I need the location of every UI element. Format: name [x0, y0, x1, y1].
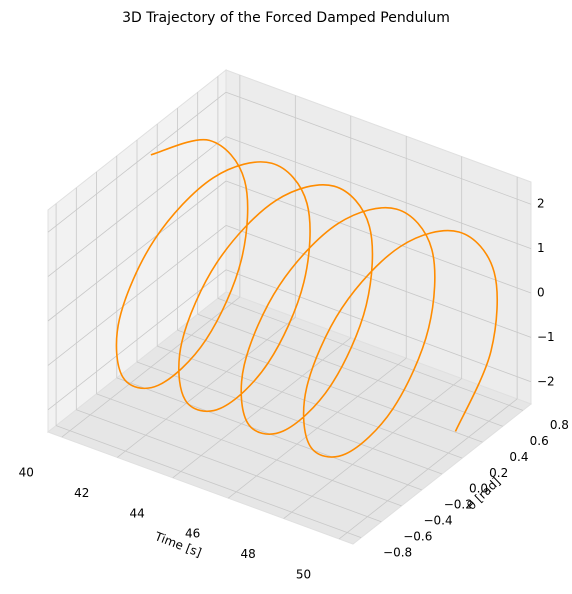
z-tick-label: 0: [537, 286, 545, 300]
y-tick-label: 0.8: [550, 418, 569, 432]
z-grid-line: [225, 136, 532, 249]
z-grid-line: [47, 136, 227, 277]
z-grid-line: [47, 225, 227, 366]
y-grid-line: [76, 409, 382, 523]
y-tick-label: 0.6: [530, 434, 549, 448]
x-tick-label: 42: [74, 486, 89, 500]
z-grid-line: [47, 91, 227, 233]
z-grid-line: [225, 91, 532, 205]
x-tick-label: 46: [185, 527, 200, 541]
y-grid-line: [96, 393, 402, 507]
y-tick-label: 0.4: [509, 450, 528, 464]
x-tick-label: 44: [130, 506, 145, 520]
y-tick-label: 0.2: [489, 466, 508, 480]
x-tick-label: 48: [240, 547, 255, 561]
z-grid-line: [47, 180, 227, 322]
z-tick-label: 2: [537, 197, 545, 211]
z-tick-label: 1: [537, 241, 545, 255]
y-grid-line: [197, 313, 503, 427]
y-tick-label: −0.8: [383, 545, 412, 559]
y-grid-line: [217, 297, 524, 411]
chart-title: 3D Trajectory of the Forced Damped Pendu…: [122, 10, 450, 26]
z-tick-label: −2: [537, 374, 555, 388]
z-grid-line: [47, 269, 227, 411]
y-tick-label: 0.0: [469, 482, 488, 496]
trajectory: [115, 138, 498, 458]
y-grid-line: [136, 361, 443, 475]
y-grid-line: [157, 345, 463, 459]
y-grid-line: [55, 425, 362, 539]
x-tick-label: 40: [19, 466, 34, 480]
y-tick-label: −0.4: [423, 514, 452, 528]
y-tick-label: −0.6: [403, 529, 432, 543]
z-grid-line: [225, 225, 532, 338]
x-tick-label: 50: [296, 567, 311, 581]
z-tick-label: −1: [537, 330, 555, 344]
y-tick-label: −0.2: [444, 498, 473, 512]
